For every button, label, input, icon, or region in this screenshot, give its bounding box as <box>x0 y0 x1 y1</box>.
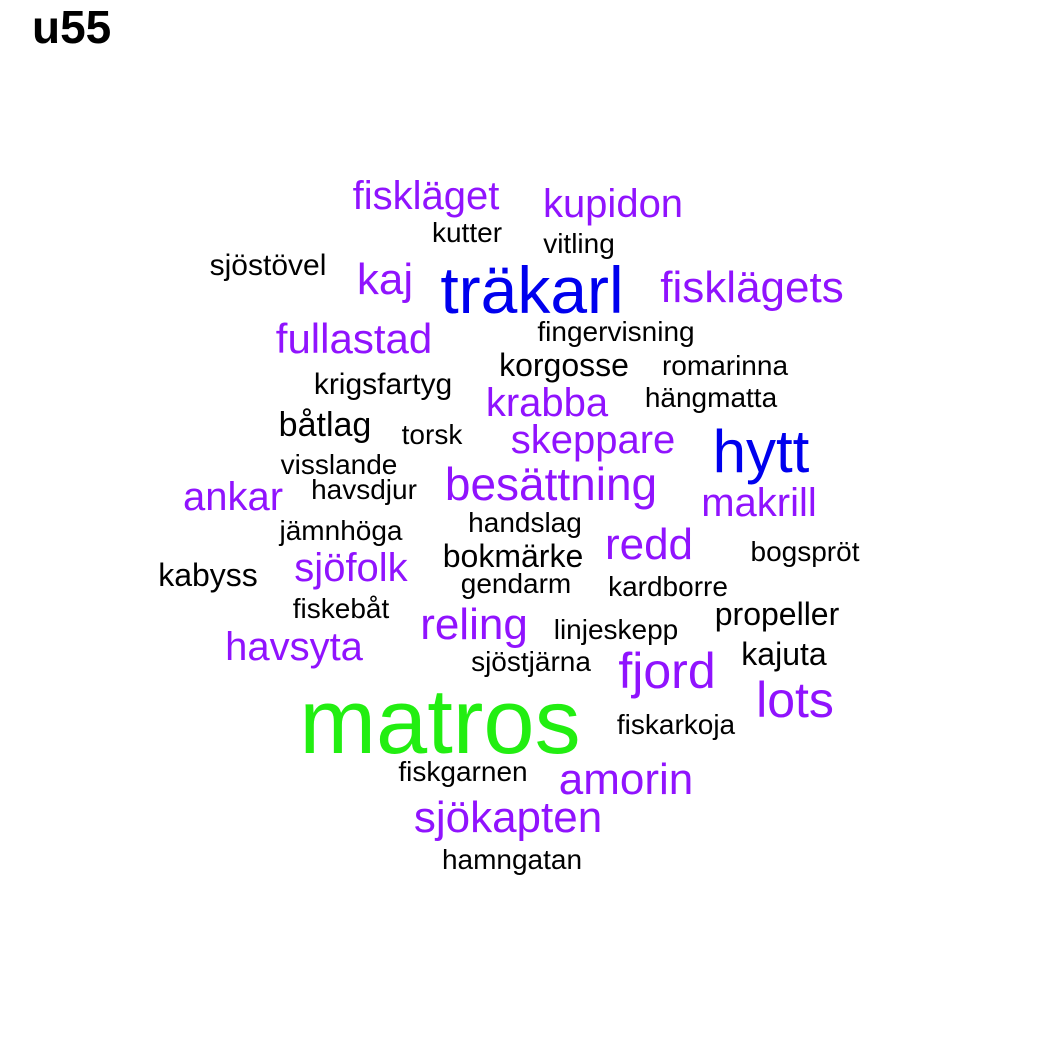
cloud-word: kardborre <box>608 571 728 602</box>
cloud-word: kabyss <box>158 557 258 593</box>
cloud-word: krigsfartyg <box>313 368 453 401</box>
cloud-word: krabba <box>485 381 609 425</box>
cloud-word: hytt <box>712 418 810 485</box>
cloud-word: havsdjur <box>311 474 417 505</box>
cloud-word: sjökapten <box>413 793 603 842</box>
cloud-word: bokmärke <box>442 538 584 574</box>
cloud-word: redd <box>604 520 694 569</box>
cloud-word: reling <box>420 600 528 649</box>
cloud-word: korgosse <box>499 347 629 383</box>
cloud-word: jämnhöga <box>279 515 403 546</box>
cloud-word: makrill <box>701 481 817 525</box>
cloud-word: matros <box>299 671 581 773</box>
cloud-word: fullastad <box>275 315 433 362</box>
cloud-word: båtlag <box>278 406 372 444</box>
cloud-title: u55 <box>32 1 112 53</box>
cloud-word: visslande <box>280 449 398 480</box>
cloud-word: hängmatta <box>644 382 778 413</box>
cloud-word: torsk <box>401 419 463 450</box>
cloud-word: kutter <box>431 217 503 248</box>
cloud-word: fiskebåt <box>292 593 390 624</box>
cloud-word: propeller <box>714 596 840 632</box>
cloud-word: havsyta <box>225 625 363 669</box>
cloud-word: bogspröt <box>750 536 860 567</box>
cloud-word: linjeskepp <box>553 614 679 645</box>
cloud-word: kupidon <box>542 182 684 226</box>
cloud-word: träkarl <box>440 253 624 327</box>
cloud-word: kaj <box>356 255 414 304</box>
cloud-word: lots <box>756 672 834 728</box>
cloud-word: sjöfolk <box>294 546 408 590</box>
cloud-word: fiskarkoja <box>616 709 736 740</box>
cloud-word: fiskgarnen <box>398 756 528 787</box>
cloud-word: gendarm <box>460 568 572 599</box>
cloud-word: fjord <box>618 643 716 699</box>
cloud-word: hamngatan <box>441 844 583 875</box>
cloud-word: kajuta <box>741 636 827 672</box>
cloud-word: vitling <box>543 228 615 259</box>
cloud-word: fiskläget <box>352 174 500 218</box>
cloud-word: ankar <box>182 475 284 519</box>
cloud-word: amorin <box>558 755 694 804</box>
cloud-word: sjöstövel <box>209 249 327 282</box>
cloud-word: fingervisning <box>537 316 695 347</box>
cloud-word: sjöstjärna <box>471 646 591 677</box>
cloud-word: besättning <box>444 458 658 510</box>
cloud-word: romarinna <box>661 350 789 381</box>
cloud-word: fisklägets <box>660 263 844 312</box>
cloud-word: skeppare <box>510 418 676 462</box>
cloud-word: handslag <box>468 507 582 538</box>
